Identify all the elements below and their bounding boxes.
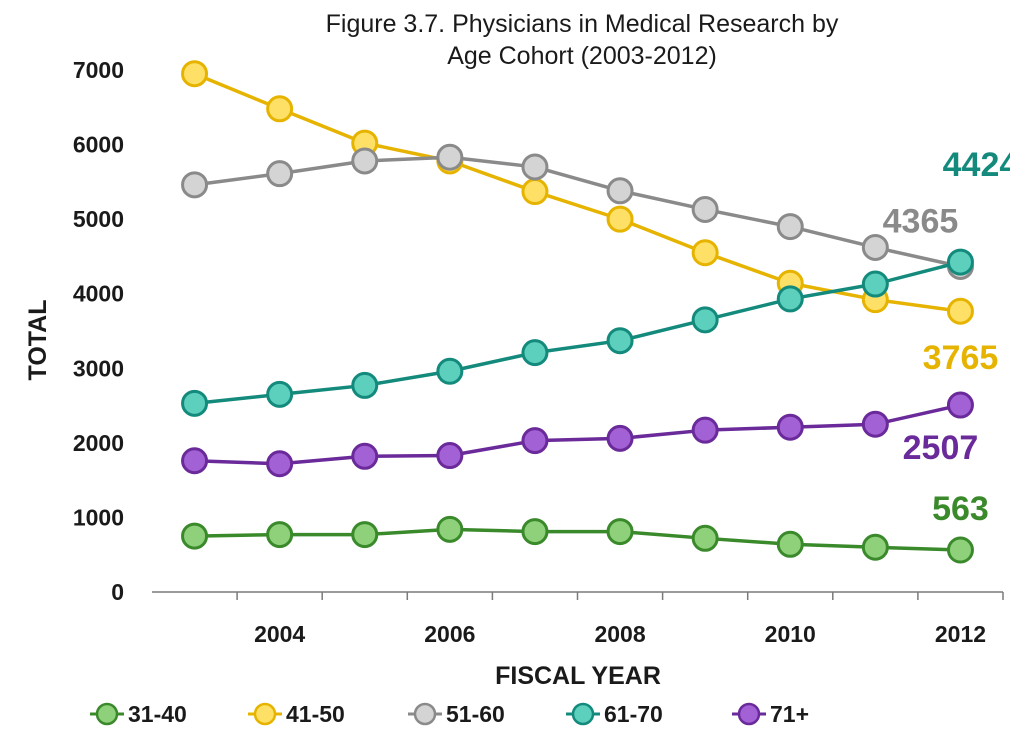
data-point — [776, 530, 804, 558]
data-point — [691, 416, 719, 444]
series-layer: 563 3765 4365 4424 2507 — [181, 60, 1010, 564]
data-point — [266, 521, 294, 549]
legend-marker — [413, 702, 437, 726]
legend-item-61-70: 61-70 — [566, 701, 663, 727]
series-line — [194, 527, 961, 552]
x-tick-label: 2006 — [424, 621, 475, 647]
end-value-label: 563 — [932, 490, 989, 528]
data-point — [606, 424, 634, 452]
y-tick-label: 5000 — [73, 206, 124, 232]
data-point — [436, 143, 464, 171]
data-point — [861, 410, 889, 438]
legend-marker — [737, 702, 761, 726]
series-line — [194, 403, 961, 466]
data-point — [861, 270, 889, 298]
series-51-60: 4365 — [181, 143, 974, 280]
end-value-label: 2507 — [903, 429, 979, 467]
data-point — [691, 524, 719, 552]
x-tick-label: 2010 — [765, 621, 816, 647]
y-tick-label: 3000 — [73, 355, 124, 381]
y-axis-label: TOTAL — [24, 299, 52, 380]
data-point — [436, 442, 464, 470]
data-point — [181, 389, 209, 417]
data-point — [266, 450, 294, 478]
data-point — [691, 195, 719, 223]
data-point — [521, 178, 549, 206]
end-value-label: 3765 — [923, 339, 999, 377]
data-point — [436, 515, 464, 543]
x-axis-label: FISCAL YEAR — [495, 662, 661, 690]
data-point — [351, 442, 379, 470]
data-point — [521, 153, 549, 181]
end-value-label: 4365 — [883, 202, 959, 240]
data-point — [181, 522, 209, 550]
data-point — [946, 248, 974, 276]
legend: 31-40 41-50 51-60 61-70 71+ — [90, 701, 809, 727]
legend-label: 71+ — [770, 701, 809, 727]
data-point — [946, 297, 974, 325]
end-value-label: 4424 — [943, 146, 1010, 184]
data-point — [436, 357, 464, 385]
data-point — [861, 233, 889, 261]
data-point — [521, 339, 549, 367]
legend-label: 61-70 — [604, 701, 663, 727]
y-tick-label: 0 — [111, 579, 124, 605]
legend-item-71+: 71+ — [732, 701, 809, 727]
series-line — [193, 72, 961, 313]
axes: 2004 2006 2008 2010 2012 0 1000 2000 3000 4000 500… — [73, 57, 1004, 647]
data-point — [606, 177, 634, 205]
chart-title-line-1: Figure 3.7. Physicians in Medical Resear… — [326, 10, 839, 38]
data-point — [946, 536, 974, 564]
chart-title-line-2: Age Cohort (2003-2012) — [447, 42, 717, 70]
x-tick-label: 2004 — [254, 621, 305, 647]
series-31-40: 563 — [181, 490, 989, 564]
data-point — [521, 518, 549, 546]
series-line — [194, 260, 961, 406]
data-point — [351, 147, 379, 175]
series-71+: 2507 — [181, 391, 979, 478]
x-tick-label: 2008 — [594, 621, 645, 647]
data-point — [776, 413, 804, 441]
data-point — [776, 213, 804, 241]
data-point — [946, 391, 974, 419]
legend-label: 41-50 — [286, 701, 345, 727]
data-point — [351, 521, 379, 549]
data-point — [266, 95, 294, 123]
legend-marker — [571, 702, 595, 726]
x-tick-label: 2012 — [935, 621, 986, 647]
data-point — [181, 447, 209, 475]
data-point — [266, 160, 294, 188]
data-point — [606, 205, 634, 233]
data-point — [691, 239, 719, 267]
data-point — [606, 327, 634, 355]
legend-label: 31-40 — [128, 701, 187, 727]
data-point — [691, 306, 719, 334]
series-61-70: 4424 — [181, 146, 1010, 417]
legend-label: 51-60 — [446, 701, 505, 727]
y-tick-label: 7000 — [73, 57, 124, 83]
legend-marker — [95, 702, 119, 726]
data-point — [776, 285, 804, 313]
y-tick-label: 6000 — [73, 132, 124, 158]
legend-item-41-50: 41-50 — [248, 701, 345, 727]
data-point — [266, 380, 294, 408]
data-point — [181, 60, 209, 88]
data-point — [521, 427, 549, 455]
y-tick-label: 1000 — [73, 504, 124, 530]
data-point — [606, 518, 634, 546]
legend-marker — [253, 702, 277, 726]
legend-item-31-40: 31-40 — [90, 701, 187, 727]
series-line — [194, 155, 961, 269]
series-41-50: 3765 — [181, 60, 999, 377]
data-point — [351, 371, 379, 399]
legend-item-51-60: 51-60 — [408, 701, 505, 727]
data-point — [861, 533, 889, 561]
y-tick-label: 4000 — [73, 281, 124, 307]
data-point — [181, 171, 209, 199]
y-tick-label: 2000 — [73, 430, 124, 456]
